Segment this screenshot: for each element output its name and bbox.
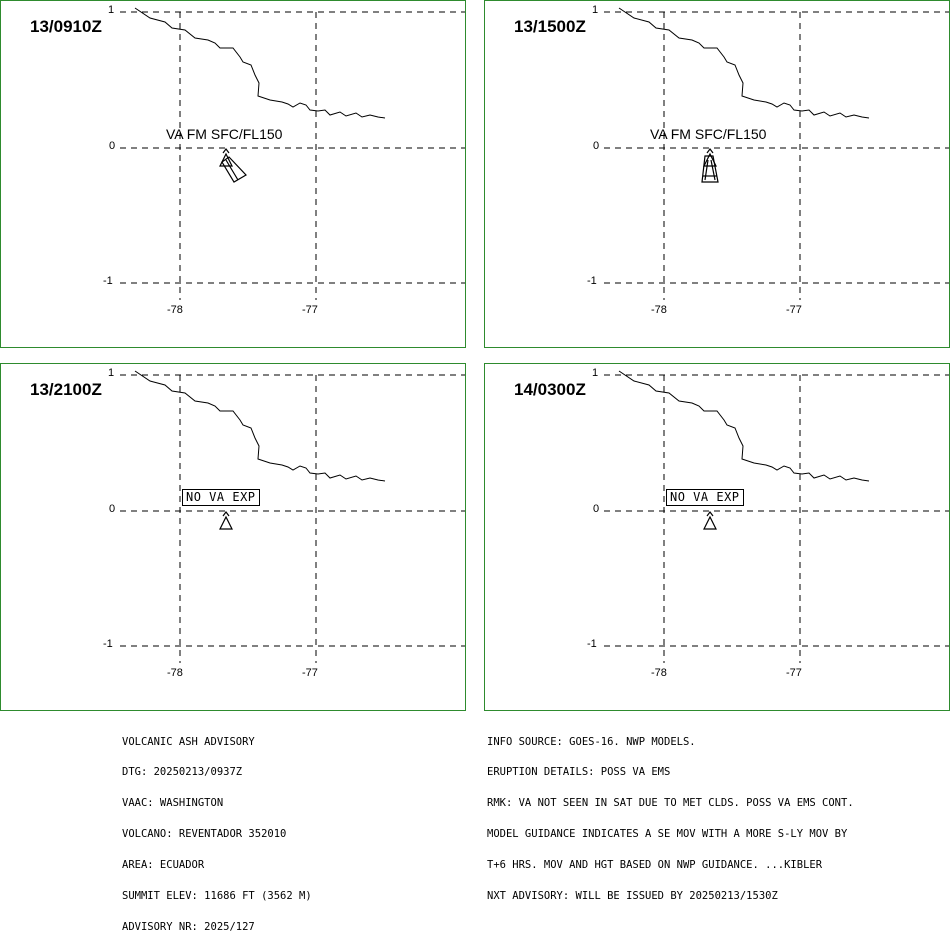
lat-tick-label: 0 <box>109 503 116 515</box>
lon-tick-label: -78 <box>167 667 183 679</box>
forecast-time-label: 13/1500Z <box>514 17 586 36</box>
lat-tick-label: -1 <box>103 275 113 287</box>
panel-frame <box>0 363 466 711</box>
lon-tick-label: -78 <box>651 304 667 316</box>
advisory-line: INFO SOURCE: GOES-16. NWP MODELS. <box>487 735 696 748</box>
advisory-line: AREA: ECUADOR <box>122 859 205 872</box>
ash-plume-polygon <box>701 155 719 183</box>
lat-tick-label: -1 <box>587 638 597 650</box>
advisory-line: ERUPTION DETAILS: POSS VA EMS <box>487 766 671 779</box>
no-ash-label: NO VA EXP <box>182 489 260 506</box>
lat-tick-label: 0 <box>593 140 600 152</box>
lon-tick-label: -77 <box>302 304 318 316</box>
coastline <box>618 7 870 119</box>
advisory-line: RMK: VA NOT SEEN IN SAT DUE TO MET CLDS.… <box>487 797 854 810</box>
lat-tick-label: 1 <box>592 367 599 379</box>
volcano-icon <box>219 148 233 167</box>
forecast-time-label: 14/0300Z <box>514 380 586 399</box>
advisory-line: MODEL GUIDANCE INDICATES A SE MOV WITH A… <box>487 828 848 841</box>
advisory-line: DTG: 20250213/0937Z <box>122 766 243 779</box>
map-panel-4: 14/0300Z 1 0 -1 -78 -77 NO VA EXP <box>484 363 950 711</box>
lat-tick-label: 1 <box>108 367 115 379</box>
advisory-line: T+6 HRS. MOV AND HGT BASED ON NWP GUIDAN… <box>487 859 823 872</box>
ash-level-label: VA FM SFC/FL150 <box>650 126 767 142</box>
lat-tick-label: 1 <box>592 4 599 16</box>
graticule <box>604 11 949 300</box>
advisory-header-left: VOLCANIC ASH ADVISORY DTG: 20250213/0937… <box>122 716 312 943</box>
lat-tick-label: 1 <box>108 4 115 16</box>
lat-tick-label: 0 <box>593 503 600 515</box>
advisory-line: VOLCANO: REVENTADOR 352010 <box>122 828 287 841</box>
no-ash-label: NO VA EXP <box>666 489 744 506</box>
lat-tick-label: 0 <box>109 140 116 152</box>
panel-frame <box>484 363 950 711</box>
graticule <box>120 11 465 300</box>
advisory-line: ADVISORY NR: 2025/127 <box>122 920 255 933</box>
coastline <box>134 370 386 482</box>
lat-tick-label: -1 <box>103 638 113 650</box>
lon-tick-label: -77 <box>302 667 318 679</box>
graticule <box>604 374 949 663</box>
advisory-line: VOLCANIC ASH ADVISORY <box>122 735 255 748</box>
lon-tick-label: -78 <box>651 667 667 679</box>
lat-tick-label: -1 <box>587 275 597 287</box>
volcano-icon <box>703 148 717 167</box>
volcano-icon <box>703 511 717 530</box>
panel-frame <box>0 0 466 348</box>
advisory-line: SUMMIT ELEV: 11686 FT (3562 M) <box>122 890 312 903</box>
lon-tick-label: -78 <box>167 304 183 316</box>
forecast-time-label: 13/0910Z <box>30 17 102 36</box>
coastline <box>618 370 870 482</box>
ash-level-label: VA FM SFC/FL150 <box>166 126 283 142</box>
advisory-remarks-right: INFO SOURCE: GOES-16. NWP MODELS. ERUPTI… <box>487 716 854 912</box>
map-panel-1: 13/0910Z 1 0 -1 -78 -77 VA FM SFC/FL150 <box>0 0 466 348</box>
map-panel-3: 13/2100Z 1 0 -1 -78 -77 NO VA EXP <box>0 363 466 711</box>
ash-plume-polygon <box>221 156 247 183</box>
advisory-line: VAAC: WASHINGTON <box>122 797 224 810</box>
lon-tick-label: -77 <box>786 667 802 679</box>
graticule <box>120 374 465 663</box>
map-panel-2: 13/1500Z 1 0 -1 -78 -77 VA FM SFC/FL150 <box>484 0 950 348</box>
forecast-time-label: 13/2100Z <box>30 380 102 399</box>
volcano-icon <box>219 511 233 530</box>
coastline <box>134 7 386 119</box>
lon-tick-label: -77 <box>786 304 802 316</box>
advisory-line: NXT ADVISORY: WILL BE ISSUED BY 20250213… <box>487 890 778 903</box>
